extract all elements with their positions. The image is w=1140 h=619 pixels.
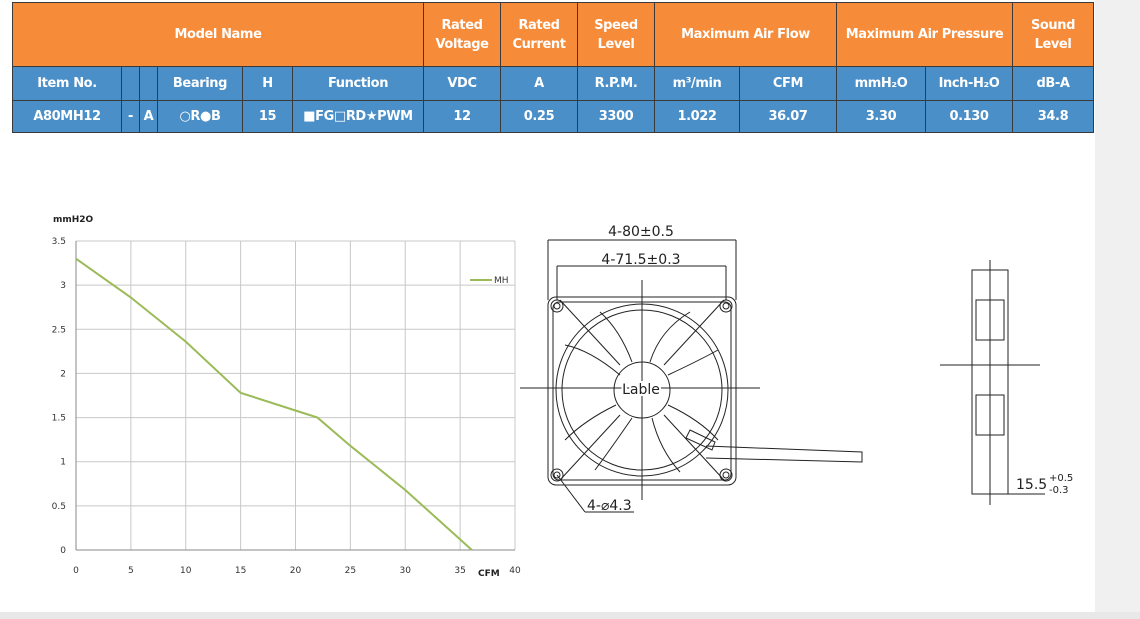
data-cell: 12 xyxy=(423,100,501,133)
data-cell: ○R●B xyxy=(157,100,243,133)
data-cell: 0.25 xyxy=(500,100,578,133)
y-tick-label: 3 xyxy=(60,281,66,291)
dim-label: 4-71.5±0.3 xyxy=(601,252,680,268)
data-cell: A80MH12 xyxy=(12,100,122,133)
header-cell: Rated Current xyxy=(500,2,578,67)
header-cell: Inch-H₂O xyxy=(925,66,1013,101)
header-cell: A xyxy=(500,66,578,101)
header-cell: Model Name xyxy=(12,2,424,67)
side-bar xyxy=(1095,0,1140,619)
x-tick-label: 15 xyxy=(235,566,246,576)
header-cell: Function xyxy=(292,66,424,101)
x-tick-label: 35 xyxy=(454,566,465,576)
x-tick-label: 40 xyxy=(509,566,521,576)
data-cell: A xyxy=(139,100,158,133)
fan-drawing xyxy=(520,239,1045,513)
y-axis-label: mmH2O xyxy=(53,215,94,225)
tolerance: -0.3 xyxy=(1049,485,1069,496)
tolerance: +0.5 xyxy=(1049,473,1073,484)
y-tick-label: 1.5 xyxy=(52,414,66,424)
data-cell: 0.130 xyxy=(925,100,1013,133)
dim-label: 4-⌀4.3 xyxy=(587,498,632,514)
x-tick-label: 10 xyxy=(180,566,192,576)
x-axis-label: CFM xyxy=(478,569,500,579)
header-cell: H xyxy=(242,66,293,101)
header-cell: Maximum Air Flow xyxy=(654,2,837,67)
center-label: Lable xyxy=(622,382,660,398)
data-cell: 36.07 xyxy=(739,100,837,133)
header-cell: dB-A xyxy=(1012,66,1094,101)
x-tick-label: 20 xyxy=(290,566,302,576)
header-cell: R.P.M. xyxy=(577,66,655,101)
header-cell: Rated Voltage xyxy=(423,2,501,67)
y-tick-label: 3.5 xyxy=(52,237,66,247)
data-cell: 3.30 xyxy=(836,100,926,133)
header-cell: CFM xyxy=(739,66,837,101)
data-cell: 34.8 xyxy=(1012,100,1094,133)
dim-label: 15.5 xyxy=(1016,477,1047,493)
y-tick-label: 2 xyxy=(60,369,66,379)
x-tick-label: 0 xyxy=(73,566,79,576)
header-cell: mmH₂O xyxy=(836,66,926,101)
x-tick-label: 5 xyxy=(128,566,134,576)
data-cell: 15 xyxy=(242,100,293,133)
x-tick-label: 25 xyxy=(345,566,356,576)
spec-table: Model Name Rated Voltage Rated Current S… xyxy=(12,2,1094,133)
data-cell: 1.022 xyxy=(654,100,740,133)
data-cell: 3300 xyxy=(577,100,655,133)
dim-label: 4-80±0.5 xyxy=(608,224,674,240)
header-cell: Sound Level xyxy=(1012,2,1094,67)
y-tick-label: 1 xyxy=(60,458,66,468)
chart: 0 0.5 1 1.5 2 2.5 3 3.5 0 5 10 15 20 25 30 35 40 mmH2O CFM… xyxy=(52,215,521,579)
data-cell: ■FG□RD★PWM xyxy=(292,100,424,133)
header-cell: VDC xyxy=(423,66,501,101)
bottom-bar xyxy=(0,612,1140,619)
header-cell: m³/min xyxy=(654,66,740,101)
header-cell: Speed Level xyxy=(577,2,655,67)
legend-label: MH xyxy=(494,276,509,286)
y-tick-label: 2.5 xyxy=(52,325,66,335)
x-tick-label: 30 xyxy=(400,566,412,576)
line xyxy=(75,257,473,551)
y-tick-label: 0.5 xyxy=(52,502,66,512)
header-cell: Maximum Air Pressure xyxy=(836,2,1013,67)
y-tick-label: 0 xyxy=(60,546,66,556)
